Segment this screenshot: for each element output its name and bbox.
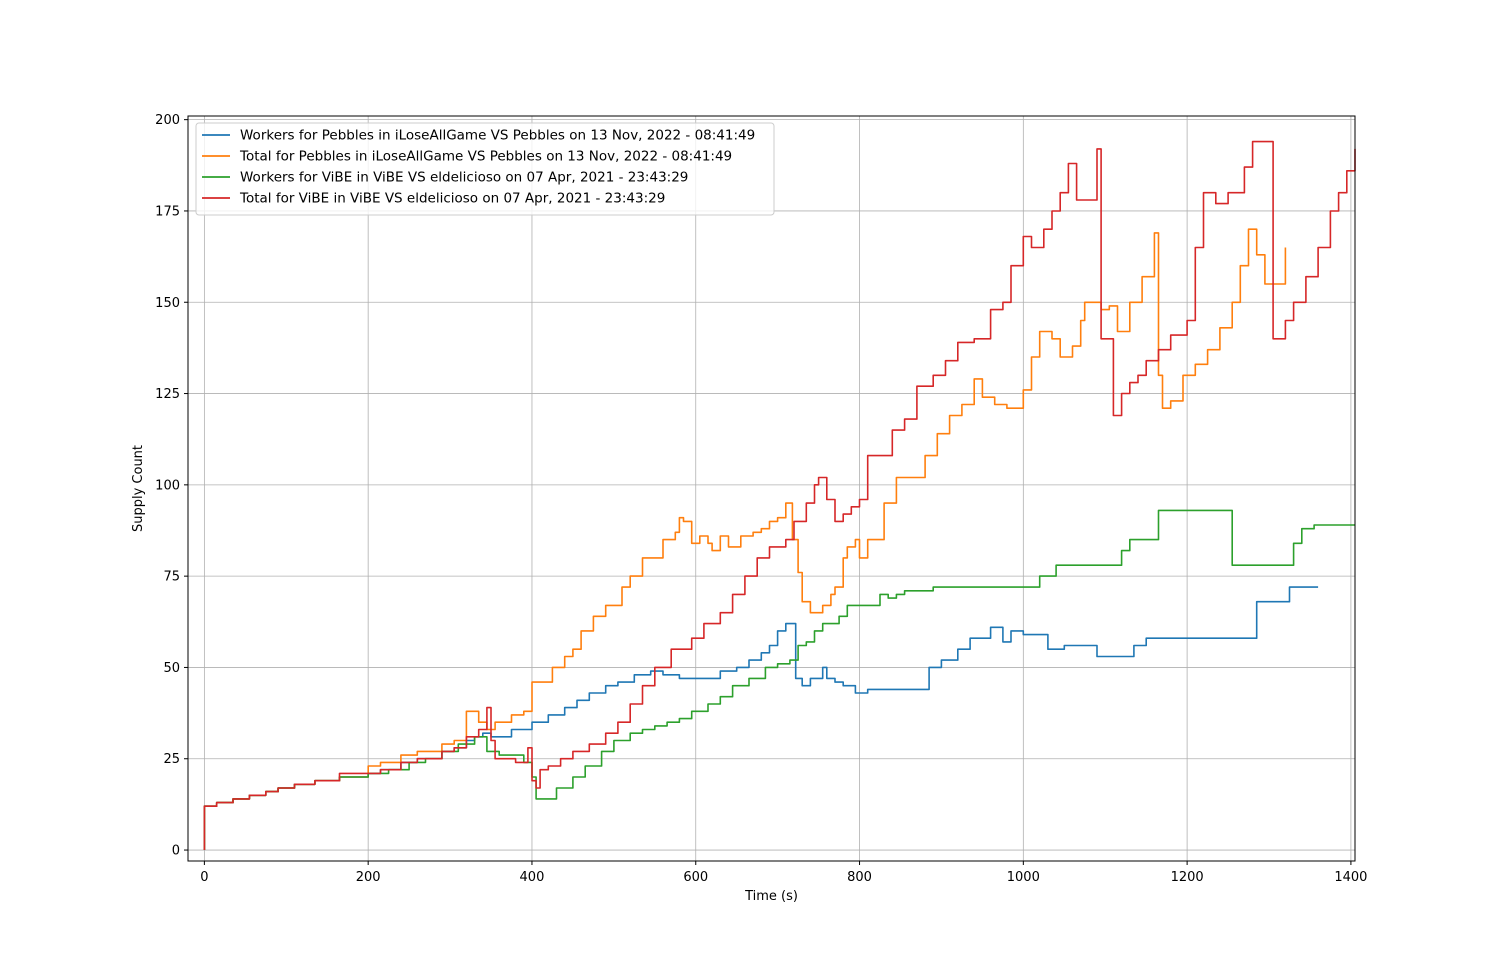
- x-tick-label: 200: [356, 870, 381, 885]
- legend-label: Workers for Pebbles in iLoseAllGame VS P…: [240, 128, 755, 144]
- series-line-2: [203, 228, 1287, 850]
- x-tick-label: 0: [200, 870, 208, 885]
- legend-label: Workers for ViBE in ViBE VS eldelicioso …: [240, 170, 688, 186]
- x-tick-label: 800: [847, 870, 872, 885]
- y-tick-label: 0: [172, 844, 180, 859]
- legend-box: [195, 122, 775, 216]
- y-tick-label: 125: [155, 387, 180, 402]
- y-tick-label: 25: [163, 752, 180, 767]
- x-tick-label: 600: [683, 870, 708, 885]
- plot-frame: [187, 115, 1356, 862]
- legend-label: Total for ViBE in ViBE VS eldelicioso on…: [239, 191, 665, 207]
- x-tick-label: 1000: [1007, 870, 1040, 885]
- x-tick-label: 400: [520, 870, 545, 885]
- series-line-4: [203, 140, 1356, 850]
- y-tick-label: 100: [155, 478, 180, 493]
- y-tick-label: 150: [155, 296, 180, 311]
- y-tick-label: 175: [155, 204, 180, 219]
- y-tick-label: 50: [163, 661, 180, 676]
- series-lines: [203, 140, 1356, 850]
- legend-label: Total for Pebbles in iLoseAllGame VS Peb…: [239, 149, 732, 165]
- x-axis-label: Time (s): [744, 889, 798, 904]
- y-axis-label: Supply Count: [131, 445, 146, 532]
- y-tick-label: 75: [163, 570, 180, 585]
- legend: Workers for Pebbles in iLoseAllGame VS P…: [195, 122, 775, 216]
- x-tick-label: 1400: [1334, 870, 1367, 885]
- y-tick-label: 200: [155, 113, 180, 128]
- x-tick-label: 1200: [1171, 870, 1204, 885]
- axis-ticks: 0 200 400 600 800 1000 1200 1400 0 25 50 75 100 125 15…: [155, 113, 1367, 885]
